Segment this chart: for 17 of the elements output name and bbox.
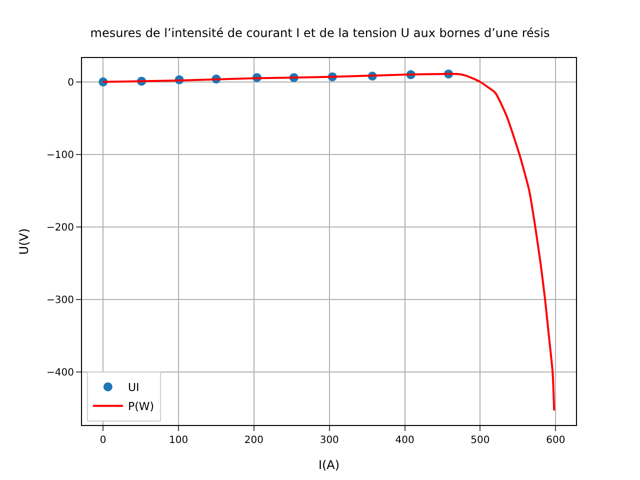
legend-label: P(W): [128, 400, 154, 414]
x-tick-label: 600: [546, 435, 566, 446]
y-tick-label: −200: [46, 222, 74, 234]
y-axis-title: U(V): [16, 228, 31, 255]
x-tick-label: 500: [470, 435, 490, 446]
x-axis-title: I(A): [318, 458, 340, 472]
y-tick-label: 0: [68, 77, 74, 88]
x-tick-label: 400: [395, 435, 414, 446]
y-tick-label: −100: [46, 150, 74, 161]
y-tick-label: −400: [46, 368, 74, 379]
x-tick-label: 200: [244, 435, 264, 446]
legend-label: UI: [128, 381, 140, 394]
x-tick-label: 0: [100, 435, 106, 446]
x-tick-label: 300: [320, 435, 339, 446]
chart-title: mesures de l’intensité de courant I et de la tension U aux bornes d’une résis: [90, 26, 550, 40]
x-tick-label: 100: [168, 435, 188, 446]
y-tick-label: −300: [46, 295, 74, 306]
